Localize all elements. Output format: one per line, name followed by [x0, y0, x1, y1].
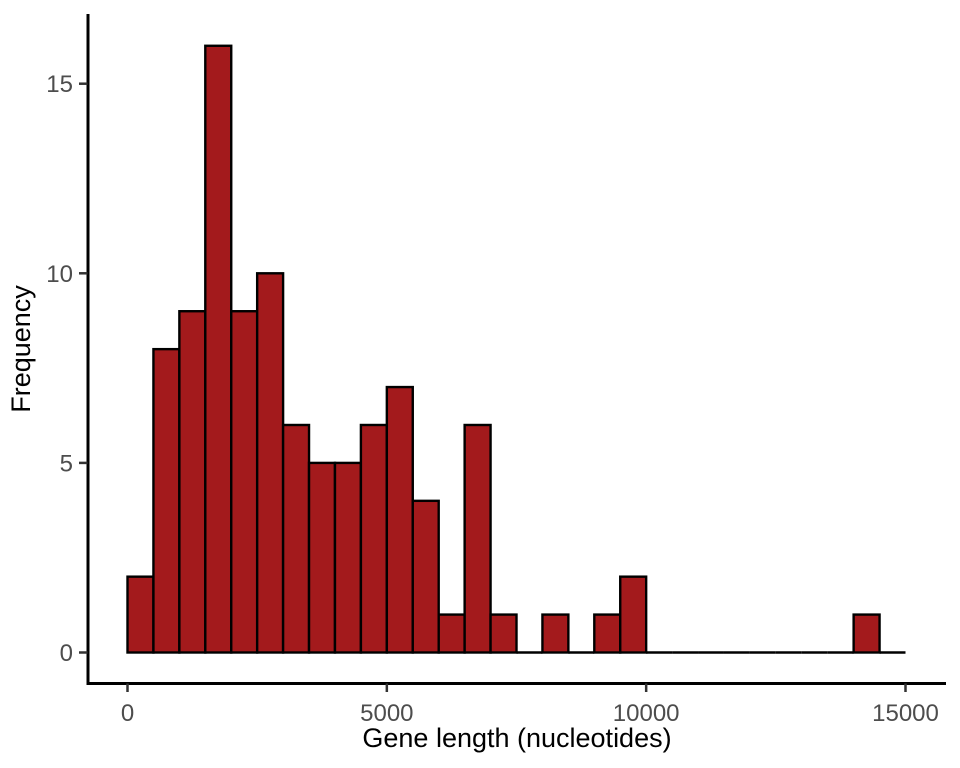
histogram-bar — [333, 461, 363, 654]
y-tick-label: 0 — [60, 640, 73, 667]
histogram-bar — [852, 613, 881, 654]
histogram-bar — [619, 575, 648, 654]
histogram-bar — [411, 499, 440, 654]
y-axis-title: Frequency — [6, 285, 36, 413]
y-tick-label: 10 — [46, 261, 73, 288]
histogram-bar — [152, 347, 181, 654]
y-tick-label: 15 — [46, 71, 73, 98]
histogram-bar — [281, 423, 311, 654]
histogram-bar — [359, 423, 389, 654]
histogram-bar — [230, 310, 259, 654]
x-tick-label: 15000 — [872, 700, 939, 727]
y-axis-tick-labels: 0 5 10 15 — [46, 71, 73, 667]
histogram-bar — [255, 272, 285, 654]
x-tick-label: 10000 — [613, 700, 680, 727]
x-axis-title: Gene length (nucleotides) — [362, 723, 671, 753]
axes-group: 0 5 10 15 0 5000 10000 15000 — [46, 14, 946, 727]
histogram-bar — [126, 575, 155, 654]
histogram-bar — [385, 385, 414, 654]
histogram-bar — [463, 423, 492, 654]
y-axis-ticks — [79, 82, 88, 654]
x-tick-label: 5000 — [360, 700, 413, 727]
histogram-bar — [593, 613, 622, 654]
histogram-bar — [307, 461, 337, 654]
x-tick-label: 0 — [121, 700, 134, 727]
histogram-bar — [489, 613, 518, 654]
histogram-bar — [437, 613, 466, 654]
histogram-bars-group — [126, 44, 881, 654]
histogram-bar — [178, 310, 207, 654]
histogram-bar — [204, 44, 233, 654]
x-axis-ticks — [126, 683, 907, 692]
histogram-bar — [541, 613, 570, 654]
x-axis-tick-labels: 0 5000 10000 15000 — [121, 700, 939, 727]
y-tick-label: 5 — [60, 450, 73, 477]
